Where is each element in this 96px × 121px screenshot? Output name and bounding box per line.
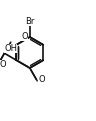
Text: Br: Br: [25, 17, 34, 26]
Text: OH: OH: [4, 44, 17, 53]
Text: O: O: [21, 33, 28, 42]
Text: O: O: [0, 60, 7, 69]
Text: O: O: [38, 75, 45, 84]
